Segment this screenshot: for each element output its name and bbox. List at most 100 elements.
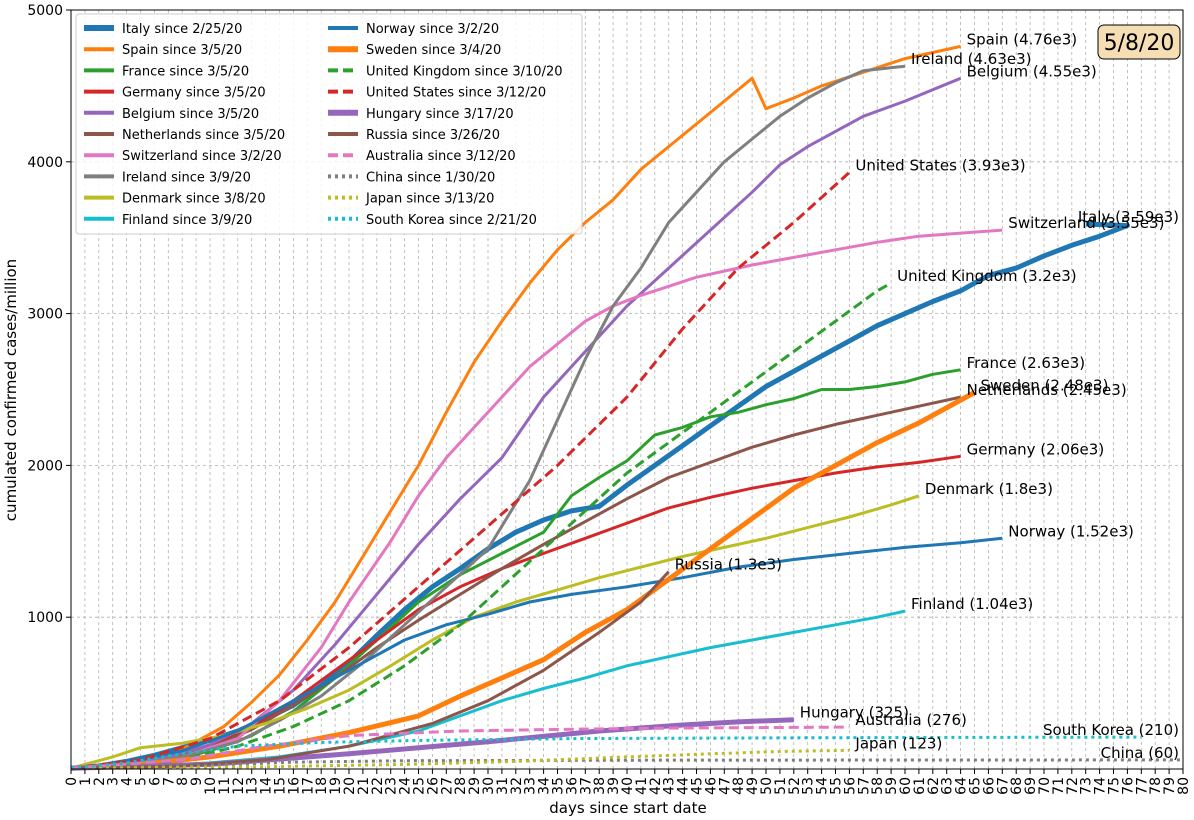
x-tick-label: 28 — [453, 777, 469, 795]
series-line — [70, 44, 961, 770]
x-tick-label: 74 — [1093, 777, 1109, 795]
series-line — [70, 171, 851, 770]
x-tick-label: 36 — [564, 777, 580, 795]
x-tick-label: 21 — [356, 777, 372, 795]
legend-entry: Norway since 3/2/20 — [366, 22, 499, 37]
x-tick-label: 4 — [120, 777, 136, 786]
x-tick-label: 33 — [523, 777, 539, 795]
x-tick-label: 3 — [106, 777, 122, 786]
x-tick-label: 38 — [592, 777, 608, 795]
x-tick-label: 2 — [92, 777, 108, 786]
x-tick-label: 7 — [161, 777, 177, 786]
x-tick-label: 78 — [1148, 777, 1164, 795]
y-tick-label: 1000 — [27, 610, 63, 626]
x-tick-label: 18 — [314, 777, 330, 795]
legend-entry: United States since 3/12/20 — [366, 86, 546, 101]
y-tick-label: 2000 — [27, 458, 63, 474]
series-end-label: France (2.63e3) — [967, 354, 1086, 372]
x-tick-label: 8 — [175, 777, 191, 786]
x-tick-label: 50 — [759, 777, 775, 795]
x-tick-label: 20 — [342, 777, 358, 795]
x-tick-label: 61 — [912, 777, 928, 795]
x-tick-label: 22 — [370, 777, 386, 795]
x-tick-label: 65 — [968, 777, 984, 795]
x-tick-label: 77 — [1134, 777, 1150, 795]
x-tick-label: 9 — [189, 777, 205, 786]
x-tick-label: 30 — [481, 777, 497, 795]
date-badge: 5/8/20 — [1097, 24, 1181, 60]
y-tick-label: 4000 — [27, 155, 63, 171]
legend-entry: Italy since 2/25/20 — [122, 22, 242, 37]
y-tick-label: 3000 — [27, 307, 63, 323]
legend-entry: United Kingdom since 3/10/20 — [366, 64, 563, 79]
series-line — [70, 758, 1184, 770]
x-tick-label: 63 — [940, 777, 956, 795]
series-line — [70, 725, 850, 770]
x-tick-label: 5 — [134, 777, 150, 786]
x-tick-label: 56 — [842, 777, 858, 795]
x-tick-label: 29 — [467, 777, 483, 795]
series-line — [70, 748, 850, 770]
x-tick-label: 54 — [815, 777, 831, 795]
series-end-label: Netherlands (2.45e3) — [967, 381, 1127, 399]
x-tick-label: 26 — [425, 777, 441, 795]
y-tick-label: 5000 — [27, 3, 63, 19]
legend-entry: Netherlands since 3/5/20 — [122, 128, 285, 143]
legend-entry: Russia since 3/26/20 — [366, 128, 500, 143]
series-end-label: Finland (1.04e3) — [911, 595, 1033, 613]
x-tick-label: 45 — [690, 777, 706, 795]
x-tick-label: 76 — [1120, 777, 1136, 795]
x-tick-label: 46 — [703, 777, 719, 795]
x-tick-label: 64 — [954, 777, 970, 795]
series-line — [70, 570, 670, 770]
series-end-label: Germany (2.06e3) — [967, 440, 1105, 458]
x-tick-label: 35 — [551, 777, 567, 795]
x-tick-label: 27 — [439, 777, 455, 795]
legend-entry: France since 3/5/20 — [122, 64, 249, 79]
x-tick-label: 75 — [1107, 777, 1123, 795]
x-tick-label: 39 — [606, 777, 622, 795]
legend-entry: Sweden since 3/4/20 — [366, 43, 501, 58]
x-tick-label: 12 — [231, 777, 247, 795]
axes: 0123456789101112131415161718192021222324… — [27, 3, 1192, 795]
x-tick-label: 70 — [1037, 777, 1053, 795]
legend-entry: Finland since 3/9/20 — [122, 213, 252, 228]
x-tick-label: 72 — [1065, 777, 1081, 795]
legend-entry: China since 1/30/20 — [366, 170, 495, 185]
series-end-label: Denmark (1.8e3) — [925, 480, 1053, 498]
series-line — [70, 735, 1142, 770]
x-tick-label: 62 — [926, 777, 942, 795]
x-tick-label: 67 — [995, 777, 1011, 795]
x-tick-label: 57 — [856, 777, 872, 795]
series-end-label: Hungary (325) — [800, 704, 909, 722]
legend: Italy since 2/25/20 Spain since 3/5/20 Fra… — [75, 13, 583, 235]
series-end-label: United States (3.93e3) — [855, 156, 1025, 174]
x-tick-label: 11 — [217, 777, 233, 795]
x-tick-label: 17 — [300, 777, 316, 795]
series-line — [70, 64, 906, 770]
end-labels: Italy (3.59e3) Spain (4.76e3) France (2.63… — [675, 30, 1179, 761]
x-tick-label: 51 — [773, 777, 789, 795]
x-tick-label: 47 — [717, 777, 733, 795]
legend-entry: Ireland since 3/9/20 — [122, 170, 251, 185]
x-tick-label: 6 — [147, 777, 163, 786]
series-end-label: South Korea (210) — [1043, 721, 1179, 739]
x-tick-label: 41 — [634, 777, 650, 795]
x-axis-label: days since start date — [549, 799, 706, 817]
series-end-label: Norway (1.52e3) — [1008, 522, 1134, 540]
x-tick-label: 79 — [1162, 777, 1178, 795]
x-tick-label: 71 — [1051, 777, 1067, 795]
series-end-label: Ireland (4.63e3) — [911, 50, 1032, 68]
x-tick-label: 32 — [509, 777, 525, 795]
series-end-label: Australia (276) — [855, 711, 966, 729]
x-tick-label: 49 — [745, 777, 761, 795]
x-tick-label: 23 — [384, 777, 400, 795]
x-tick-label: 37 — [578, 777, 594, 795]
x-tick-label: 66 — [981, 777, 997, 795]
series-end-label: Belgium (4.55e3) — [967, 62, 1097, 80]
legend-box — [75, 13, 583, 235]
series-end-label: Italy (3.59e3) — [1078, 208, 1179, 226]
x-tick-label: 34 — [537, 777, 553, 795]
series-end-label: Spain (4.76e3) — [967, 30, 1078, 48]
